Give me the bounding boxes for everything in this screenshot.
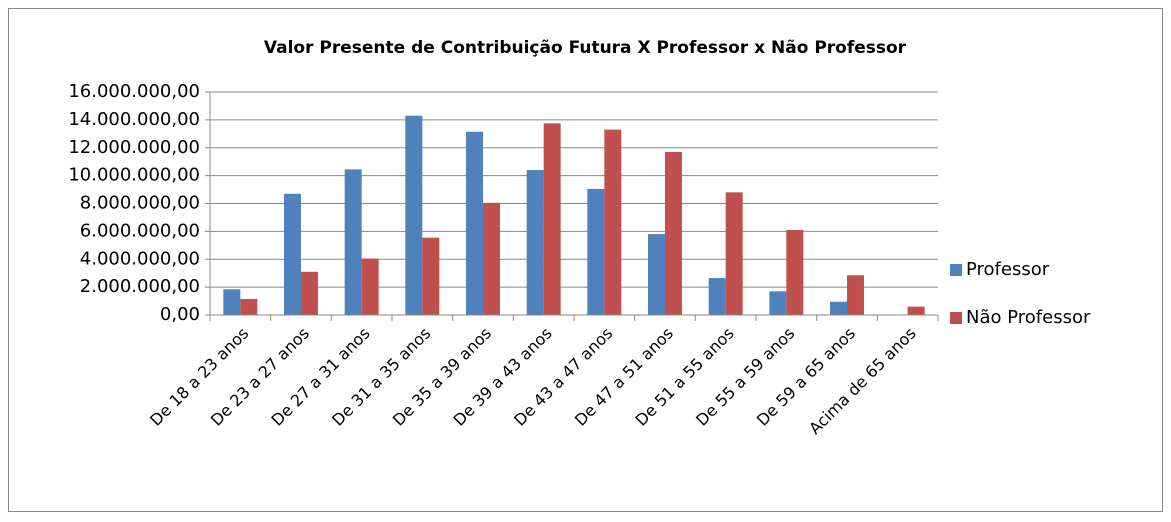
legend-swatch bbox=[950, 264, 962, 276]
y-tick-label: 14.000.000,00 bbox=[68, 109, 200, 130]
bar bbox=[466, 131, 483, 315]
bar bbox=[648, 234, 665, 315]
y-tick-label: 10.000.000,00 bbox=[68, 165, 200, 186]
bar bbox=[786, 229, 804, 315]
bar bbox=[344, 169, 362, 315]
bar bbox=[907, 306, 925, 315]
bar bbox=[526, 170, 544, 315]
y-tick-label: 0,00 bbox=[160, 304, 200, 325]
bar bbox=[422, 237, 440, 315]
bar bbox=[405, 115, 423, 315]
legend-label: Não Professor bbox=[966, 307, 1091, 328]
legend-swatch bbox=[950, 312, 962, 324]
bar bbox=[604, 129, 622, 315]
bar bbox=[587, 188, 605, 315]
y-tick-label: 8.000.000,00 bbox=[80, 193, 200, 214]
y-tick-label: 6.000.000,00 bbox=[80, 220, 200, 241]
bar bbox=[240, 298, 258, 315]
y-tick-label: 12.000.000,00 bbox=[68, 137, 200, 158]
bar bbox=[223, 289, 241, 315]
bar bbox=[284, 193, 301, 315]
y-tick-label: 4.000.000,00 bbox=[80, 248, 200, 269]
bar bbox=[483, 202, 500, 315]
bar bbox=[725, 192, 743, 315]
bar bbox=[301, 271, 318, 315]
y-tick-label: 2.000.000,00 bbox=[80, 276, 200, 297]
chart-title: Valor Presente de Contribuição Futura X … bbox=[264, 38, 907, 58]
bar bbox=[830, 301, 847, 315]
legend-label: Professor bbox=[966, 259, 1050, 280]
bar bbox=[847, 275, 864, 315]
y-tick-label: 16.000.000,00 bbox=[68, 81, 200, 102]
bar bbox=[769, 291, 787, 315]
bar bbox=[361, 258, 379, 315]
bar bbox=[543, 123, 561, 315]
bar bbox=[665, 151, 682, 315]
bar bbox=[708, 278, 726, 315]
